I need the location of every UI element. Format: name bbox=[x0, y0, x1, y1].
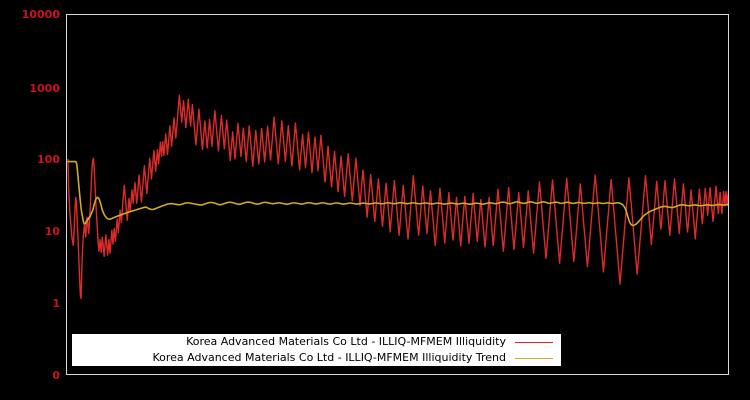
legend-entry-illiquidity-trend: Korea Advanced Materials Co Ltd - ILLIQ-… bbox=[72, 350, 561, 366]
y-axis-tick-label-1: 1 bbox=[52, 297, 60, 310]
y-axis-tick-label-10000: 10000 bbox=[21, 8, 60, 21]
legend-label-illiquidity-trend: Korea Advanced Materials Co Ltd - ILLIQ-… bbox=[152, 351, 506, 364]
y-axis-tick-label-0: 0 bbox=[52, 369, 60, 382]
legend: Korea Advanced Materials Co Ltd - ILLIQ-… bbox=[72, 334, 561, 366]
legend-label-illiquidity: Korea Advanced Materials Co Ltd - ILLIQ-… bbox=[186, 335, 506, 348]
series-line-illiquidity-trend bbox=[67, 160, 728, 227]
legend-swatch-illiquidity bbox=[515, 341, 553, 343]
y-axis-tick-label-100: 100 bbox=[37, 153, 60, 166]
legend-entry-illiquidity: Korea Advanced Materials Co Ltd - ILLIQ-… bbox=[72, 334, 561, 350]
plot-area bbox=[66, 14, 729, 375]
series-line-illiquidity bbox=[67, 94, 728, 300]
legend-swatch-illiquidity-trend bbox=[515, 357, 553, 359]
y-axis-tick-label-10: 10 bbox=[44, 225, 60, 238]
y-axis-tick-label-1000: 1000 bbox=[29, 82, 60, 95]
series-canvas bbox=[67, 94, 728, 300]
